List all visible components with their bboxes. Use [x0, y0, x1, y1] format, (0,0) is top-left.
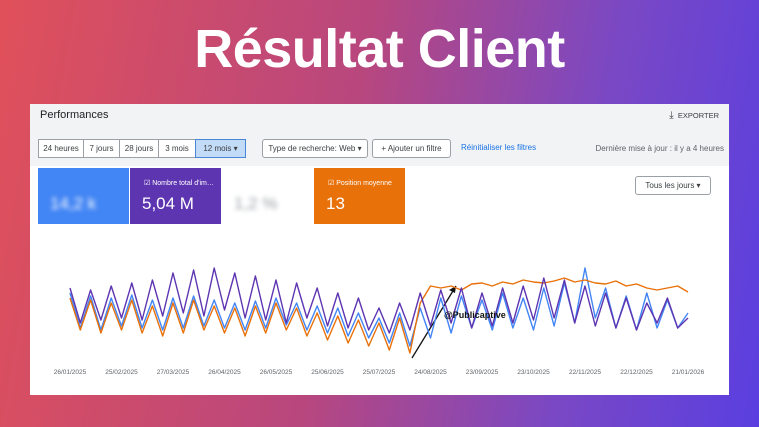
export-label: EXPORTER: [677, 111, 719, 120]
x-tick-label: 21/01/2026: [672, 369, 705, 376]
x-tick-label: 22/12/2025: [620, 369, 653, 376]
filter-label: Type de recherche: Web: [268, 144, 356, 153]
x-tick-label: 26/05/2025: [260, 369, 293, 376]
series-line: [69, 267, 689, 347]
reset-filters[interactable]: Réinitialiser les filtres: [461, 143, 537, 152]
metric-card[interactable]: 1,2 %: [222, 168, 313, 224]
x-tick-label: 23/09/2025: [466, 369, 499, 376]
range-label: 12 mois: [203, 144, 232, 153]
metric-label: ☑ Position moyenne: [328, 180, 392, 187]
x-tick-label: 26/04/2025: [208, 369, 241, 376]
x-tick-label: 27/03/2025: [157, 369, 190, 376]
range-chip[interactable]: 24 heures: [38, 139, 84, 158]
page-title: Résultat Client: [194, 19, 565, 79]
metric-value: 13: [326, 194, 345, 213]
x-tick-label: 25/02/2025: [105, 369, 138, 376]
metric-label: ☑ Nombre total d'im…: [144, 180, 214, 187]
series-line: [69, 277, 689, 354]
last-updated: Dernière mise à jour : il y a 4 heures: [595, 144, 725, 153]
metric-value: 1,2 %: [234, 194, 278, 213]
x-tick-label: 22/11/2025: [569, 369, 601, 376]
metric-card[interactable]: ☑ Nombre total d'im… 5,04 M: [130, 168, 221, 224]
range-chip-selected[interactable]: 12 mois ▾: [195, 139, 246, 158]
granularity-dropdown[interactable]: Tous les jours ▾: [635, 176, 711, 195]
x-tick-label: 23/10/2025: [517, 369, 550, 376]
export-button[interactable]: ⤓ EXPORTER: [669, 110, 719, 121]
panel-title: Performances: [40, 109, 109, 121]
metric-value: 14,2 k: [50, 194, 97, 213]
add-filter-button[interactable]: + Ajouter un filtre: [372, 139, 451, 158]
metric-card[interactable]: ☑ Position moyenne 13: [314, 168, 405, 224]
search-type-filter[interactable]: Type de recherche: Web ▾: [262, 139, 368, 158]
add-filter-label: Ajouter un filtre: [387, 144, 442, 153]
x-tick-label: 25/07/2025: [363, 369, 396, 376]
range-chip[interactable]: 28 jours: [119, 139, 159, 158]
x-tick-label: 24/08/2025: [414, 369, 447, 376]
x-tick-label: 25/06/2025: [311, 369, 344, 376]
granularity-label: Tous les jours: [645, 181, 695, 190]
series-line: [69, 267, 689, 334]
metric-label-text: Position moyenne: [336, 180, 392, 187]
metric-label-text: Nombre total d'im…: [152, 180, 214, 187]
metric-card[interactable]: 14,2 k: [38, 168, 129, 224]
annotation: @Publicaptive: [444, 310, 506, 320]
metric-value: 5,04 M: [142, 194, 194, 213]
x-tick-label: 26/01/2025: [54, 369, 87, 376]
performance-panel: Performances ⤓ EXPORTER 24 heures 7 jour…: [30, 104, 729, 395]
